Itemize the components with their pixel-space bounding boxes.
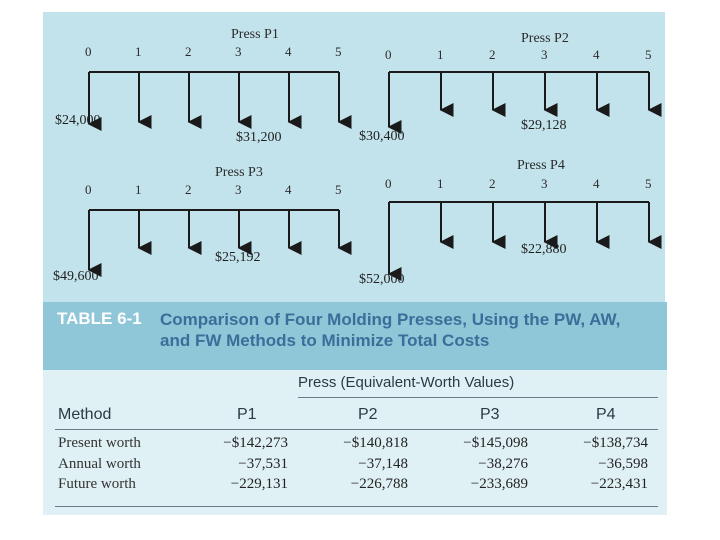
period-label-p1-0: 0	[85, 44, 92, 59]
initial-cost-label-p2: $30,400	[359, 129, 405, 144]
method-header: Method	[58, 406, 112, 423]
period-label-p4-2: 2	[489, 176, 496, 191]
cash-flow-diagrams: Press P1 0 1 2 3 4 5 $24,000 $31,200 Press P2 0 1 2 3…	[53, 27, 662, 287]
cell-present-worth-p4: −$138,734	[583, 435, 648, 451]
column-header-p2: P2	[358, 406, 378, 423]
annual-cost-label-p1: $31,200	[236, 130, 282, 145]
cell-present-worth-p1: −$142,273	[223, 435, 288, 451]
cell-future-worth-p4: −223,431	[590, 476, 648, 492]
period-label-p4-4: 4	[593, 176, 600, 191]
cell-annual-worth-p2: −37,148	[358, 456, 408, 472]
period-label-p1-1: 1	[135, 44, 142, 59]
period-label-p4-0: 0	[385, 176, 392, 191]
diagram-root: Press P1 0 1 2 3 4 5 $24,000 $31,200 Press P2 0 1 2 3…	[53, 27, 662, 287]
table-header-band	[43, 302, 667, 370]
period-label-p2-4: 4	[593, 47, 600, 62]
cash-flow-p2: Press P2 0 1 2 3 4 5 $30,400 $29,128	[359, 31, 662, 144]
group-header: Press (Equivalent-Worth Values)	[298, 374, 515, 391]
press-title-p2: Press P2	[521, 31, 569, 46]
period-label-p1-3: 3	[235, 44, 242, 59]
cell-future-worth-p1: −229,131	[230, 476, 288, 492]
table-title: Comparison of Four Molding Presses, Usin…	[160, 309, 660, 351]
annual-cost-label-p4: $22,880	[521, 242, 567, 257]
cell-future-worth-p2: −226,788	[350, 476, 408, 492]
press-title-p4: Press P4	[517, 158, 565, 173]
period-label-p2-1: 1	[437, 47, 444, 62]
group-header-rule	[298, 397, 658, 398]
table-title-line-1: Comparison of Four Molding Presses, Usin…	[160, 310, 621, 329]
cash-flow-p3: Press P3 0 1 2 3 4 5 $49,600 $25,192	[53, 165, 352, 284]
table-title-line-2: and FW Methods to Minimize Total Costs	[160, 331, 490, 350]
row-label-annual-worth: Annual worth	[58, 456, 141, 472]
column-header-rule	[55, 429, 658, 430]
initial-cost-label-p4: $52,000	[359, 272, 405, 287]
table-bottom-rule	[55, 506, 658, 507]
period-label-p2-2: 2	[489, 47, 496, 62]
period-label-p3-3: 3	[235, 182, 242, 197]
press-title-p1: Press P1	[231, 27, 279, 42]
cell-annual-worth-p1: −37,531	[238, 456, 288, 472]
row-label-present-worth: Present worth	[58, 435, 141, 451]
table-body	[43, 370, 667, 515]
period-label-p2-0: 0	[385, 47, 392, 62]
annual-cost-label-p3: $25,192	[215, 250, 261, 265]
period-label-p3-2: 2	[185, 182, 192, 197]
column-header-p1: P1	[237, 406, 257, 423]
period-label-p4-1: 1	[437, 176, 444, 191]
annual-cost-label-p2: $29,128	[521, 118, 567, 133]
period-label-p1-2: 2	[185, 44, 192, 59]
period-label-p3-5: 5	[335, 182, 342, 197]
cell-annual-worth-p3: −38,276	[478, 456, 528, 472]
cash-flow-p4: Press P4 0 1 2 3 4 5 $52,000 $22,880	[359, 158, 662, 287]
table-id: TABLE 6-1	[57, 309, 142, 328]
period-label-p2-5: 5	[645, 47, 652, 62]
press-title-p3: Press P3	[215, 165, 263, 180]
period-label-p4-5: 5	[645, 176, 652, 191]
period-label-p1-5: 5	[335, 44, 342, 59]
period-label-p2-3: 3	[541, 47, 548, 62]
period-label-p3-1: 1	[135, 182, 142, 197]
row-label-future-worth: Future worth	[58, 476, 136, 492]
period-label-p1-4: 4	[285, 44, 292, 59]
cell-annual-worth-p4: −36,598	[598, 456, 648, 472]
initial-cost-label-p1: $24,000	[55, 113, 101, 128]
initial-cost-label-p3: $49,600	[53, 269, 99, 284]
period-label-p4-3: 3	[541, 176, 548, 191]
cell-present-worth-p3: −$145,098	[463, 435, 528, 451]
period-label-p3-4: 4	[285, 182, 292, 197]
cell-present-worth-p2: −$140,818	[343, 435, 408, 451]
cell-future-worth-p3: −233,689	[470, 476, 528, 492]
cash-flow-p1: Press P1 0 1 2 3 4 5 $24,000 $31,200	[55, 27, 352, 145]
column-header-p4: P4	[596, 406, 616, 423]
column-header-p3: P3	[480, 406, 500, 423]
period-label-p3-0: 0	[85, 182, 92, 197]
